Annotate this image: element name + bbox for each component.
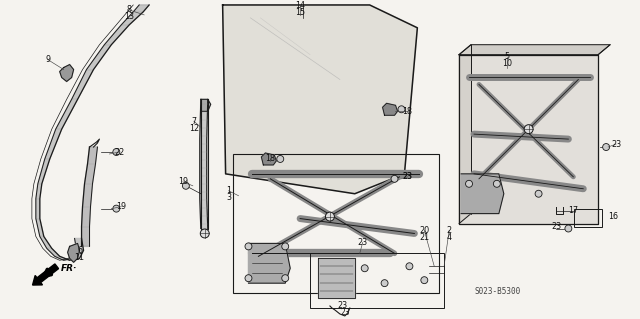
Circle shape: [603, 144, 610, 151]
Text: 8: 8: [127, 5, 132, 14]
Circle shape: [493, 180, 500, 187]
Circle shape: [113, 149, 120, 155]
Circle shape: [406, 263, 413, 270]
Text: 23: 23: [552, 222, 561, 231]
Circle shape: [565, 225, 572, 232]
Polygon shape: [459, 55, 598, 224]
Circle shape: [398, 106, 405, 113]
Text: 18: 18: [266, 154, 275, 163]
Circle shape: [381, 280, 388, 287]
Polygon shape: [223, 5, 417, 194]
Circle shape: [535, 190, 542, 197]
Text: 4: 4: [447, 233, 452, 242]
Text: 19: 19: [178, 177, 188, 186]
Text: 1: 1: [226, 186, 231, 195]
Text: 16: 16: [608, 212, 618, 221]
FancyArrow shape: [33, 264, 58, 285]
Text: 11: 11: [75, 253, 84, 262]
Polygon shape: [261, 153, 276, 165]
Circle shape: [391, 175, 398, 182]
Circle shape: [465, 180, 472, 187]
Text: 14: 14: [295, 2, 305, 11]
Circle shape: [182, 182, 189, 189]
Circle shape: [282, 243, 289, 250]
Polygon shape: [459, 45, 610, 55]
Circle shape: [113, 205, 120, 212]
Text: 23: 23: [358, 238, 368, 247]
Polygon shape: [68, 243, 79, 262]
Text: 12: 12: [189, 124, 199, 133]
Bar: [310, 253, 444, 308]
Text: 19: 19: [116, 202, 126, 211]
Text: 2: 2: [447, 226, 452, 235]
Polygon shape: [461, 174, 504, 214]
Text: 7: 7: [191, 117, 196, 126]
Text: 23: 23: [611, 139, 621, 149]
Circle shape: [361, 265, 368, 272]
Text: 5: 5: [504, 52, 509, 61]
Text: 23: 23: [403, 172, 412, 181]
Circle shape: [245, 275, 252, 282]
Text: 18: 18: [403, 107, 412, 116]
Circle shape: [421, 277, 428, 284]
Text: 23: 23: [338, 300, 348, 309]
Polygon shape: [81, 147, 97, 246]
Text: 13: 13: [124, 12, 134, 21]
Text: 21: 21: [419, 233, 429, 242]
Circle shape: [282, 275, 289, 282]
Circle shape: [276, 155, 284, 162]
Text: 15: 15: [295, 8, 305, 18]
Text: S023-B5300: S023-B5300: [475, 286, 521, 296]
Text: 10: 10: [502, 59, 512, 68]
Text: 22: 22: [114, 147, 124, 157]
Polygon shape: [248, 243, 290, 283]
Polygon shape: [383, 103, 397, 115]
Polygon shape: [459, 45, 471, 224]
Text: 3: 3: [226, 193, 231, 202]
Polygon shape: [201, 99, 211, 111]
Text: 23: 23: [340, 308, 349, 317]
Polygon shape: [36, 5, 149, 260]
Circle shape: [524, 125, 533, 134]
Text: 23: 23: [403, 172, 413, 181]
Text: 20: 20: [419, 226, 429, 235]
Text: 17: 17: [568, 206, 579, 215]
Text: 9: 9: [45, 55, 51, 64]
Text: 6: 6: [77, 246, 82, 255]
Polygon shape: [60, 64, 74, 81]
Bar: [232, 154, 439, 293]
Circle shape: [200, 229, 209, 238]
Circle shape: [245, 243, 252, 250]
Polygon shape: [200, 99, 208, 228]
Text: FR·: FR·: [61, 264, 77, 273]
Circle shape: [326, 212, 335, 221]
Bar: [574, 209, 602, 226]
Polygon shape: [318, 258, 355, 298]
